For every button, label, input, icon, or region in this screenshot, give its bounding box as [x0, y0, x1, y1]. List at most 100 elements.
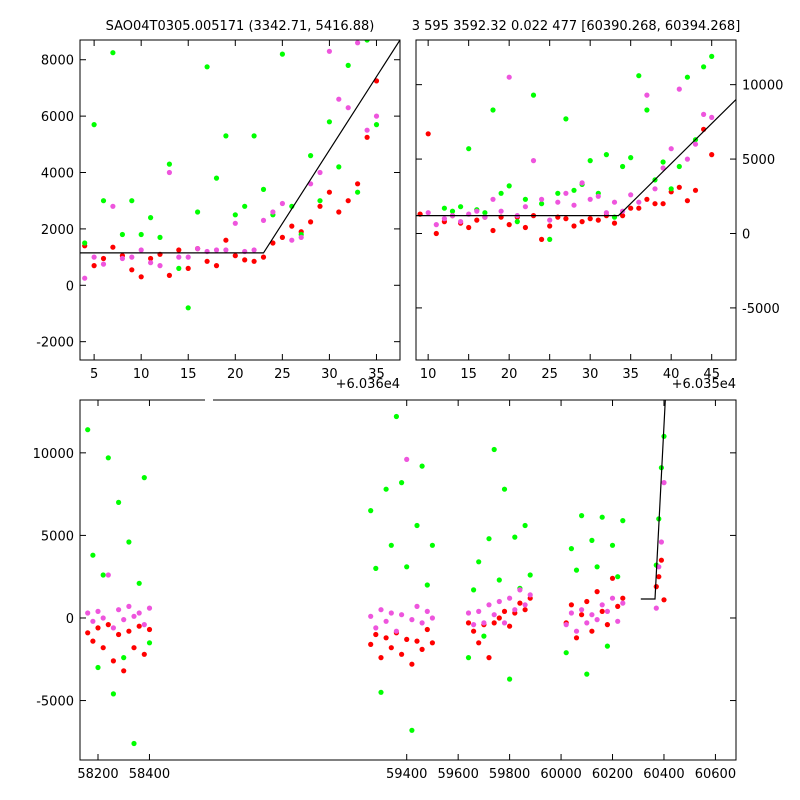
data-point: [251, 247, 257, 253]
data-point: [131, 740, 137, 747]
data-point: [404, 564, 410, 570]
data-point: [116, 631, 122, 638]
panel-top-right-series-2: [425, 74, 715, 228]
data-point: [100, 261, 107, 267]
data-point: [506, 183, 512, 189]
data-point: [636, 205, 642, 211]
data-point: [517, 587, 523, 593]
data-point: [481, 633, 487, 639]
data-point: [148, 260, 154, 266]
data-point: [129, 254, 135, 260]
data-point: [105, 622, 111, 628]
data-point: [373, 113, 380, 119]
data-point: [471, 622, 477, 628]
data-point: [409, 727, 415, 733]
panel-top-left-plot: [80, 40, 400, 311]
data-point: [609, 542, 616, 548]
data-point: [660, 201, 666, 207]
data-point: [512, 534, 518, 540]
data-point: [364, 134, 370, 140]
data-point: [604, 608, 611, 615]
data-point: [498, 208, 504, 214]
data-point: [615, 574, 621, 580]
data-point: [260, 186, 267, 192]
data-point: [498, 190, 504, 196]
data-point: [260, 254, 267, 260]
data-point: [491, 620, 497, 626]
data-point: [136, 580, 142, 586]
data-point: [232, 253, 238, 259]
data-point: [587, 158, 593, 164]
data-point: [419, 463, 425, 469]
data-point: [563, 216, 569, 222]
data-point: [481, 620, 487, 626]
data-point: [100, 198, 107, 204]
data-point: [563, 650, 569, 656]
data-point: [373, 122, 380, 128]
data-point: [141, 651, 147, 657]
panel-top-left-y-tick-label: 2000: [41, 223, 74, 238]
panel-top-right-x-tick-label: 30: [582, 367, 599, 382]
data-point: [571, 202, 577, 208]
data-point: [568, 610, 575, 616]
data-point: [326, 189, 332, 195]
panel-top-right-x-tick-label: 20: [501, 367, 518, 382]
panel-top-left-y-tick-label: 4000: [41, 167, 74, 182]
data-point: [496, 615, 502, 621]
data-point: [419, 620, 425, 626]
data-point: [146, 605, 153, 611]
data-point: [595, 193, 601, 199]
data-point: [373, 565, 379, 572]
data-point: [138, 231, 144, 238]
data-point: [317, 203, 323, 209]
data-point: [425, 131, 431, 137]
data-point: [507, 623, 513, 629]
data-point: [709, 152, 715, 158]
data-point: [563, 116, 569, 122]
data-point: [507, 676, 513, 682]
panel-top-right-x-tick-label: 10: [420, 367, 437, 382]
data-point: [573, 628, 580, 634]
data-point: [522, 224, 529, 231]
data-point: [204, 258, 210, 264]
panel-bottom-plot: [85, 400, 667, 747]
panel-top-right-frame: [415, 39, 737, 361]
data-point: [146, 640, 153, 646]
panel-top-right-x-tick-label: 40: [663, 367, 680, 382]
data-point: [373, 631, 379, 638]
data-point: [530, 158, 537, 164]
panel-top-left-series-1: [82, 40, 380, 311]
data-point: [157, 263, 163, 269]
data-point: [176, 247, 182, 253]
panel-top-left-y-tick-label: 0: [66, 279, 74, 294]
data-point: [110, 691, 116, 697]
data-point: [336, 96, 342, 102]
panel-top-left-fit-line: [80, 40, 400, 254]
data-point: [609, 595, 616, 601]
data-point: [121, 668, 127, 674]
panel-top-right-series-1: [441, 53, 715, 242]
panel-top-left-frame: [79, 39, 401, 361]
panel-bottom-x-tick-label: 60600: [695, 767, 736, 782]
panel-top-left-y-tick-label: -2000: [36, 336, 74, 351]
data-point: [85, 630, 91, 636]
data-point: [308, 153, 314, 159]
data-point: [507, 595, 513, 601]
data-point: [668, 146, 674, 152]
data-point: [571, 223, 577, 229]
data-point: [232, 212, 238, 218]
data-point: [579, 180, 585, 186]
data-point: [656, 564, 662, 570]
data-point: [486, 602, 492, 608]
data-point: [620, 595, 626, 601]
data-point: [383, 635, 389, 641]
data-point: [166, 161, 172, 167]
panel-bottom-x-tick-label: 60200: [592, 767, 633, 782]
data-point: [594, 589, 600, 595]
data-point: [326, 48, 332, 54]
data-point: [195, 246, 201, 252]
data-point: [126, 539, 132, 545]
data-point: [100, 615, 106, 621]
data-point: [661, 597, 667, 603]
data-point: [490, 107, 496, 113]
